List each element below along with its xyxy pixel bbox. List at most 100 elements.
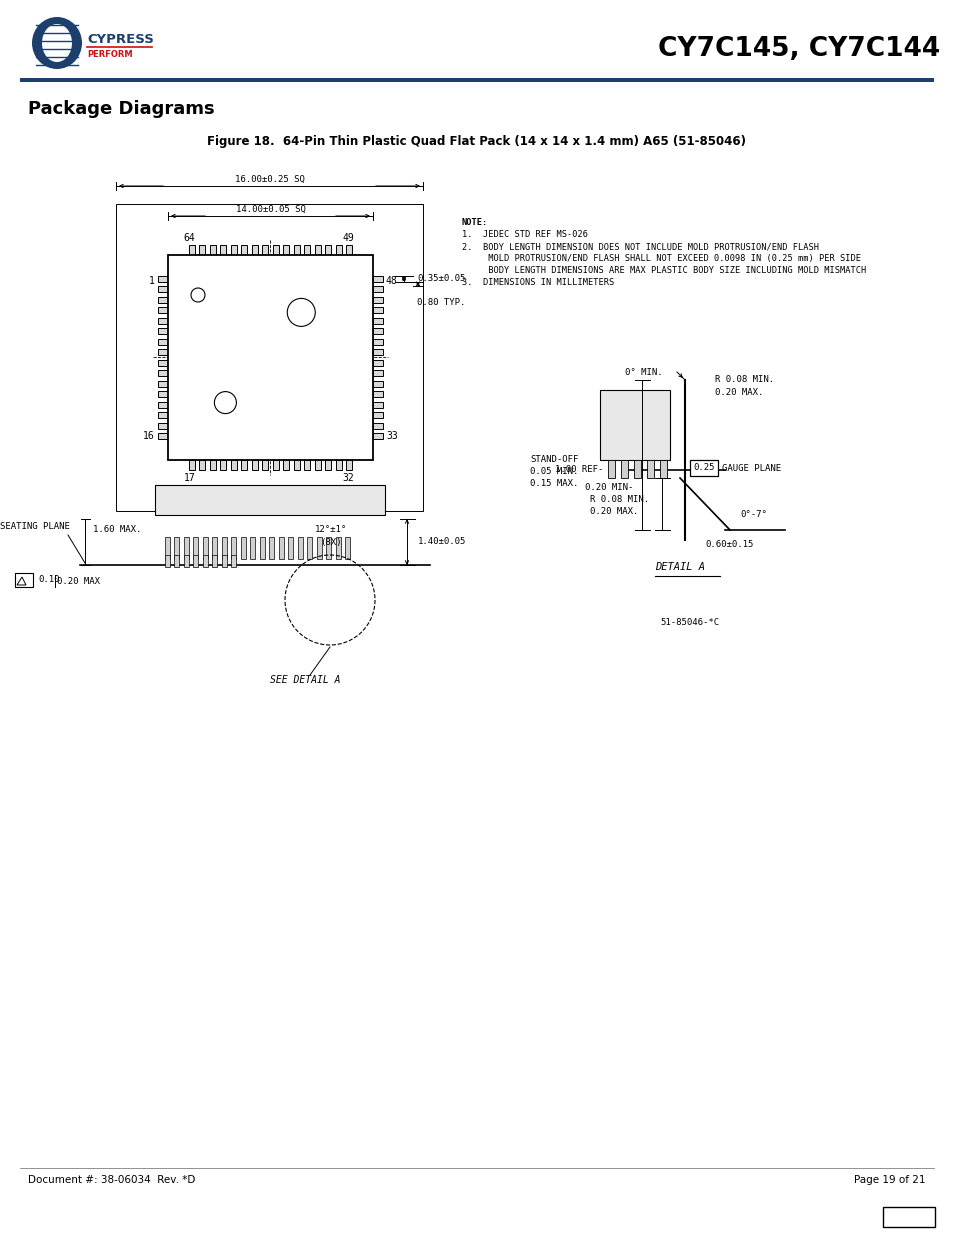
Text: 0° MIN.: 0° MIN. (624, 368, 662, 377)
Circle shape (287, 299, 314, 326)
Bar (659, 459, 666, 478)
Circle shape (191, 288, 205, 303)
Text: BODY LENGTH DIMENSIONS ARE MAX PLASTIC BODY SIZE INCLUDING MOLD MISMATCH: BODY LENGTH DIMENSIONS ARE MAX PLASTIC B… (461, 266, 865, 275)
Text: SEE DETAIL A: SEE DETAIL A (270, 676, 340, 685)
Bar (373, 308, 382, 314)
Text: 14.00±0.05 SQ: 14.00±0.05 SQ (235, 205, 305, 214)
Bar (165, 537, 170, 559)
Ellipse shape (42, 23, 71, 62)
Text: Document #: 38-06034  Rev. *D: Document #: 38-06034 Rev. *D (28, 1174, 195, 1186)
Bar (203, 555, 208, 567)
Bar (620, 459, 627, 478)
Bar (158, 350, 168, 356)
Bar (346, 245, 352, 254)
Text: 0.60±0.15: 0.60±0.15 (704, 540, 753, 550)
Text: 48: 48 (386, 275, 397, 285)
Bar (304, 459, 310, 471)
Text: STAND-OFF: STAND-OFF (530, 454, 578, 464)
Text: Figure 18.  64-Pin Thin Plastic Quad Flat Pack (14 x 14 x 1.4 mm) A65 (51-85046): Figure 18. 64-Pin Thin Plastic Quad Flat… (208, 135, 745, 148)
Bar (193, 555, 198, 567)
Text: NOTE:: NOTE: (461, 219, 488, 227)
Bar (210, 245, 215, 254)
Bar (158, 422, 168, 429)
Bar (345, 537, 350, 559)
Bar (158, 287, 168, 293)
Bar (294, 459, 299, 471)
Text: 1.60 MAX.: 1.60 MAX. (92, 526, 141, 535)
Bar (607, 459, 615, 478)
Bar (297, 537, 303, 559)
Bar (222, 537, 227, 559)
Text: 17: 17 (184, 473, 195, 483)
Text: 0.20 MAX: 0.20 MAX (57, 578, 100, 587)
Bar (260, 537, 265, 559)
Bar (203, 537, 208, 559)
Bar (634, 459, 640, 478)
Bar (232, 555, 236, 567)
Bar (262, 245, 268, 254)
Bar (373, 275, 382, 282)
Bar (158, 329, 168, 335)
Bar (325, 245, 331, 254)
Bar (174, 555, 179, 567)
Text: CYPRESS: CYPRESS (87, 33, 153, 46)
Bar (241, 537, 246, 559)
Bar (314, 245, 320, 254)
Bar (262, 459, 268, 471)
Bar (158, 401, 168, 408)
Bar (273, 459, 278, 471)
Bar (165, 555, 170, 567)
Bar (213, 555, 217, 567)
Text: 1.40±0.05: 1.40±0.05 (417, 537, 466, 547)
Bar (232, 537, 236, 559)
Bar (116, 204, 422, 511)
Text: 0.05 MIN.: 0.05 MIN. (530, 467, 578, 475)
Bar (222, 555, 227, 567)
Bar (184, 555, 189, 567)
Bar (304, 245, 310, 254)
Bar (373, 412, 382, 419)
Bar (158, 391, 168, 398)
Bar (373, 370, 382, 377)
Text: 0.20 MAX.: 0.20 MAX. (589, 508, 638, 516)
Text: Package Diagrams: Package Diagrams (28, 100, 214, 119)
Bar (373, 329, 382, 335)
Text: 3.  DIMENSIONS IN MILLIMETERS: 3. DIMENSIONS IN MILLIMETERS (461, 278, 614, 287)
Text: 33: 33 (386, 431, 397, 441)
Bar (882, 1207, 934, 1228)
Bar (193, 537, 198, 559)
Text: 0.10: 0.10 (38, 576, 59, 584)
Bar (210, 459, 215, 471)
Bar (373, 296, 382, 303)
Bar (346, 459, 352, 471)
Ellipse shape (32, 17, 82, 69)
Bar (373, 422, 382, 429)
Bar (174, 537, 179, 559)
Text: GAUGE PLANE: GAUGE PLANE (721, 464, 781, 473)
Text: PERFORM: PERFORM (87, 49, 132, 59)
Text: 51-85046-*C: 51-85046-*C (659, 618, 719, 627)
Bar (373, 359, 382, 366)
Polygon shape (17, 577, 26, 585)
Circle shape (214, 391, 236, 414)
Bar (373, 287, 382, 293)
Text: DETAIL A: DETAIL A (655, 562, 704, 572)
Text: CY7C145, CY7C144: CY7C145, CY7C144 (658, 36, 939, 62)
Bar (373, 433, 382, 440)
Bar (335, 537, 340, 559)
Bar (252, 459, 257, 471)
Bar (314, 459, 320, 471)
Text: R 0.08 MIN.: R 0.08 MIN. (714, 375, 773, 384)
Text: 0.15 MAX.: 0.15 MAX. (530, 479, 578, 488)
Text: 0.20 MAX.: 0.20 MAX. (714, 388, 762, 396)
Bar (288, 537, 294, 559)
Text: 12°±1°: 12°±1° (314, 525, 347, 534)
Text: 16.00±0.25 SQ: 16.00±0.25 SQ (234, 175, 304, 184)
Text: MOLD PROTRUSION/END FLASH SHALL NOT EXCEED 0.0098 IN (0.25 mm) PER SIDE: MOLD PROTRUSION/END FLASH SHALL NOT EXCE… (461, 254, 861, 263)
Bar (251, 537, 255, 559)
Bar (199, 459, 205, 471)
Bar (241, 459, 247, 471)
Bar (168, 254, 373, 459)
Bar (373, 401, 382, 408)
Text: 1: 1 (149, 275, 154, 285)
